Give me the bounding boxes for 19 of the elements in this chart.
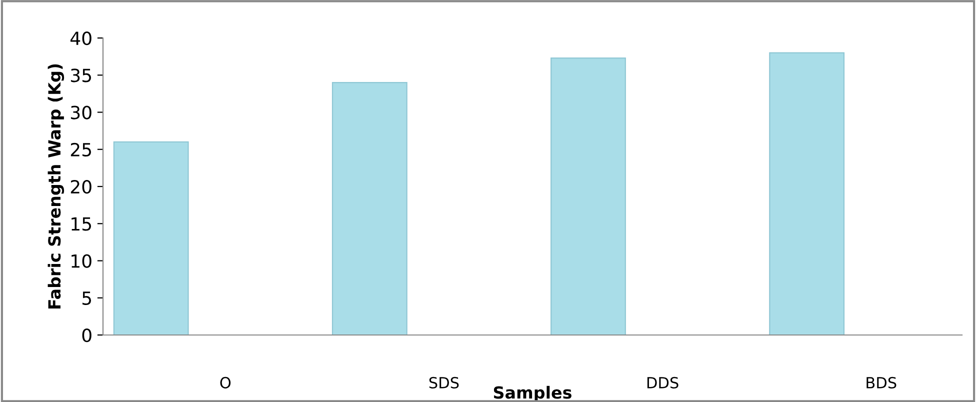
y-tick-label: 35	[70, 68, 92, 82]
x-tick-label: DDS	[647, 376, 678, 388]
bar	[113, 141, 189, 335]
x-tick-label: O	[220, 376, 231, 388]
x-tick-label: SDS	[429, 376, 459, 388]
y-tick-label: 5	[82, 292, 92, 305]
y-tick-label: 10	[72, 254, 92, 268]
x-tick-label: BDS	[866, 376, 896, 388]
y-tick-label: 15	[72, 217, 92, 231]
x-axis-title: Samples	[494, 386, 572, 402]
y-axis-title: Fabric Strength Warp (Kg)	[48, 64, 64, 309]
y-tick-label: 0	[82, 328, 92, 342]
bar	[332, 82, 408, 335]
y-tick-label: 25	[70, 142, 92, 156]
bar	[550, 57, 626, 335]
y-tick-label: 30	[70, 106, 92, 120]
bar	[769, 52, 845, 335]
y-tick-label: 40	[70, 31, 92, 46]
y-tick-label: 20	[70, 180, 92, 194]
